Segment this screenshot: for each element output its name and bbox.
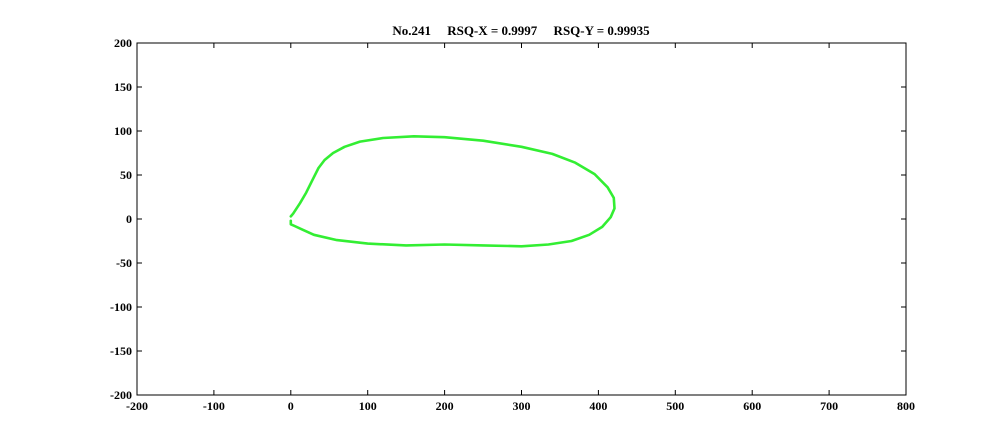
y-axis: 200 150 100 50 0 -50 -100 -150 -200	[110, 36, 906, 402]
plot-area	[136, 42, 907, 396]
x-tick-label: -200	[126, 399, 148, 413]
y-tick-label: -200	[110, 388, 132, 402]
x-tick-label: 200	[436, 399, 454, 413]
x-tick-label: 600	[743, 399, 761, 413]
y-tick-label: 100	[114, 124, 132, 138]
x-axis: -200 -100 0 100 200 300 400 500 600 700 800	[126, 43, 915, 413]
x-tick-label: 0	[288, 399, 294, 413]
y-tick-label: -50	[116, 256, 132, 270]
x-tick-label: 800	[897, 399, 915, 413]
y-tick-label: 200	[114, 36, 132, 50]
y-tick-label: 150	[114, 80, 132, 94]
y-tick-label: -100	[110, 300, 132, 314]
x-tick-label: -100	[203, 399, 225, 413]
series-line-1	[289, 135, 616, 248]
y-tick-label: -150	[110, 344, 132, 358]
chart-title: No.241 RSQ-X = 0.9997 RSQ-Y = 0.99935	[392, 23, 650, 38]
x-tick-label: 500	[666, 399, 684, 413]
y-tick-label: 0	[126, 212, 132, 226]
x-tick-label: 300	[513, 399, 531, 413]
x-tick-label: 100	[359, 399, 377, 413]
x-tick-label: 700	[820, 399, 838, 413]
y-tick-label: 50	[120, 168, 132, 182]
x-tick-label: 400	[589, 399, 607, 413]
series-layer	[289, 135, 616, 248]
